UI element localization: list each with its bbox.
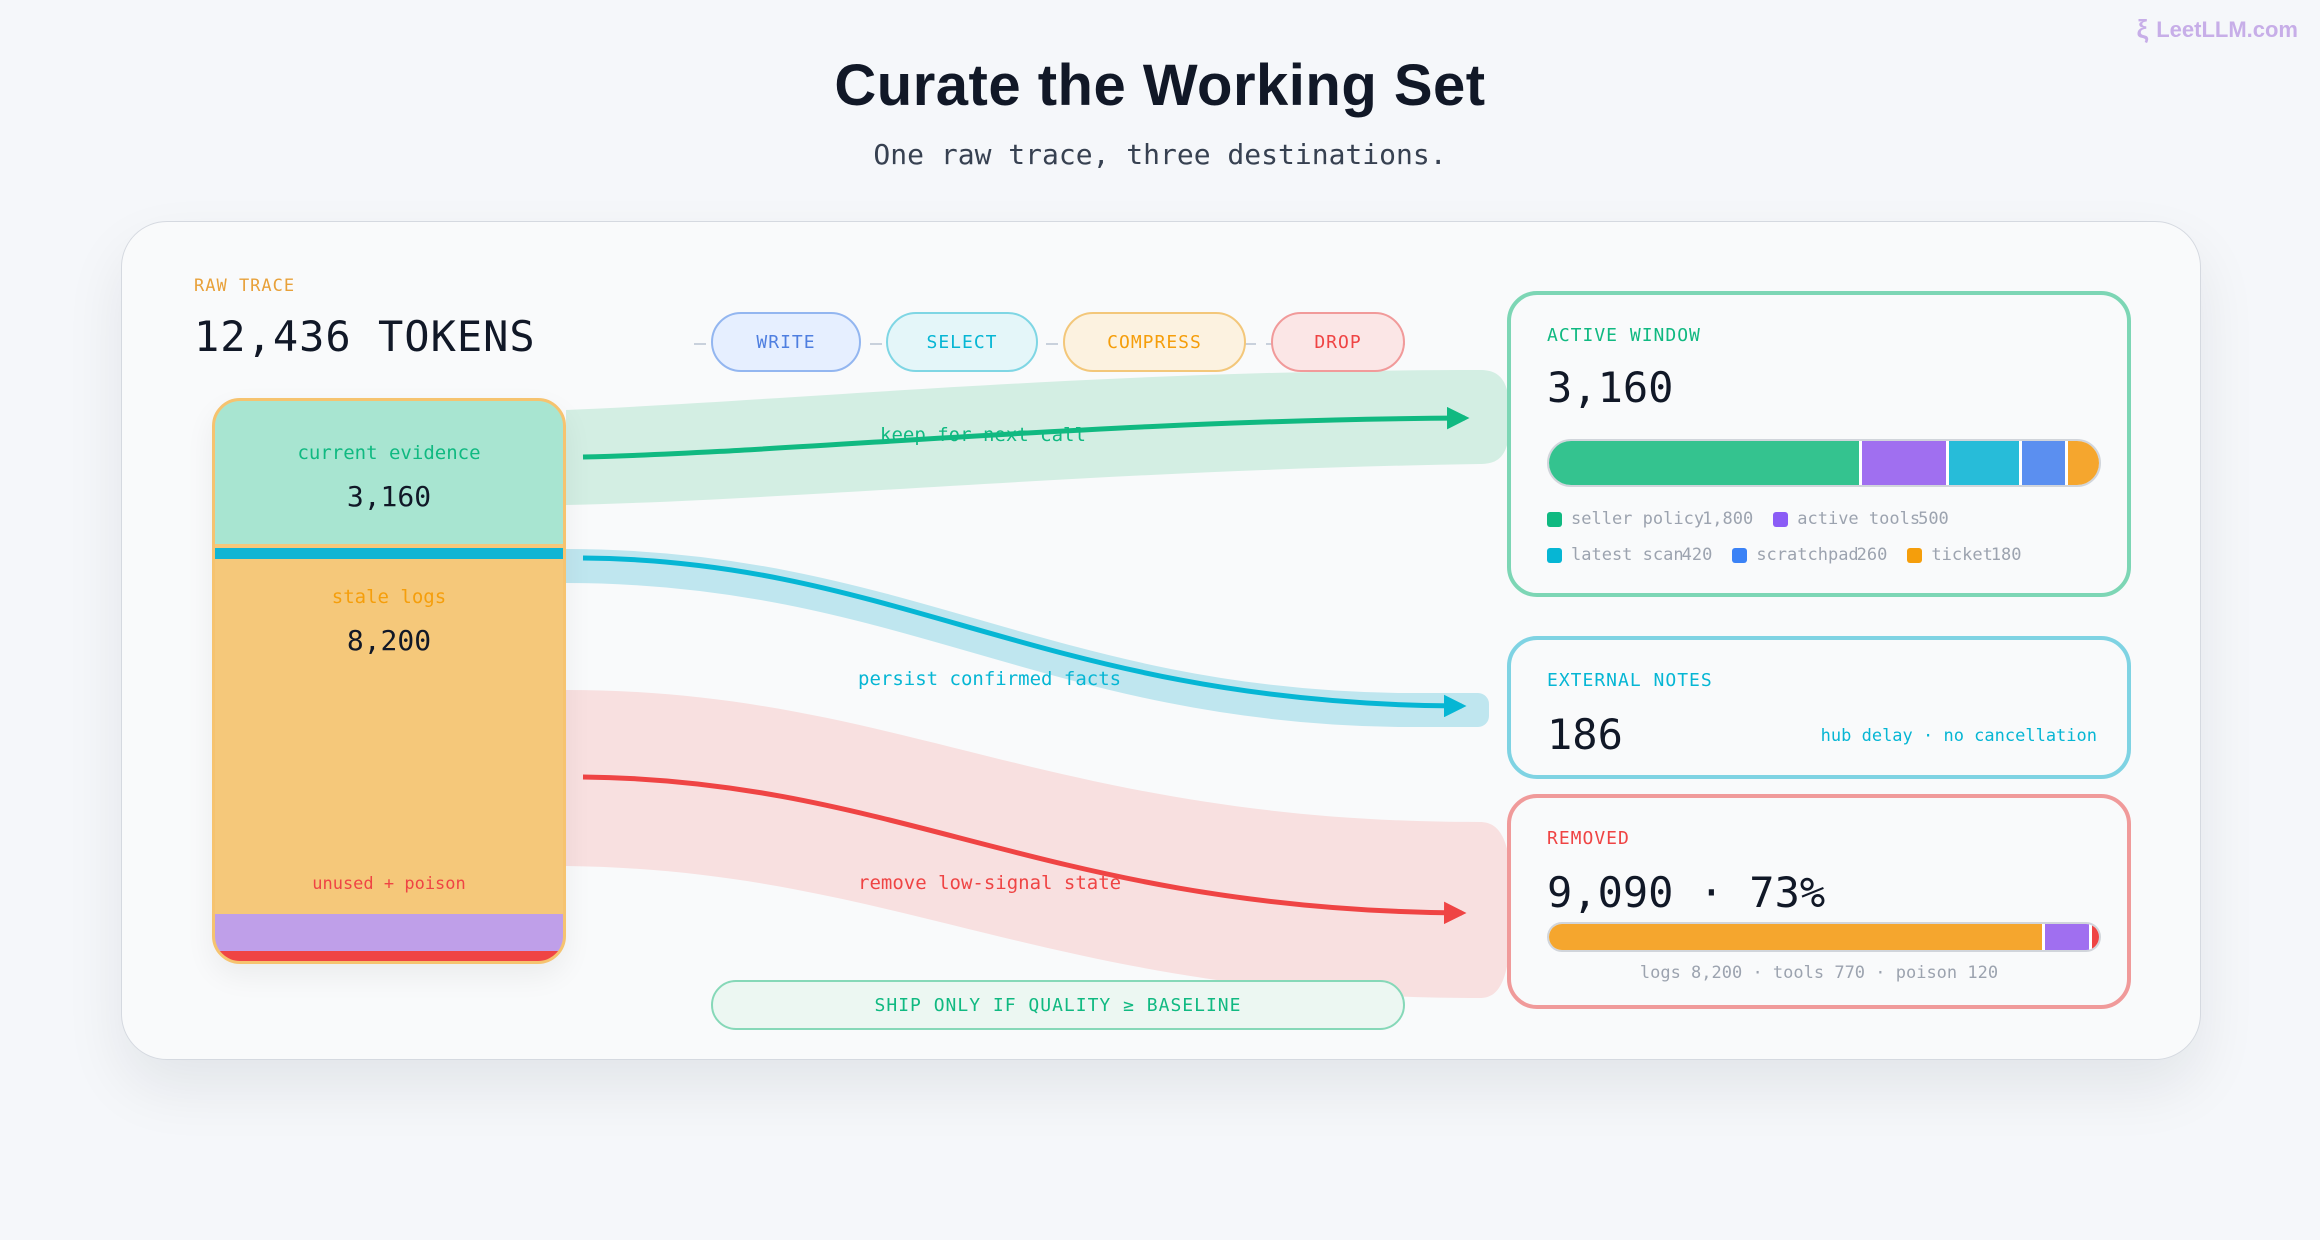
legend-value: 420 [1681, 545, 1713, 565]
remove-flow-band [566, 690, 1512, 998]
legend-value: 1,800 [1702, 509, 1754, 529]
external-notes-card: EXTERNAL NOTES 186 hub delay · no cancel… [1507, 636, 2131, 779]
legend-value: 500 [1918, 509, 1949, 529]
raw-trace-total: 12,436 TOKENS [194, 312, 536, 361]
raw-trace-stack: current evidence 3,160 stale logs 8,200 … [212, 398, 566, 964]
legend-label: latest scan [1571, 545, 1684, 565]
stack-segment-unused-tools [215, 914, 563, 951]
page-subtitle: One raw trace, three destinations. [873, 138, 1447, 171]
active-bar-segment-seller-policy [1549, 441, 1863, 485]
keep-flow-band [566, 370, 1510, 505]
legend-swatch [1547, 511, 1562, 527]
legend-label: seller policy [1571, 509, 1705, 529]
op-chip-select: SELECT [886, 312, 1038, 372]
brand-text: LeetLLM.com [2156, 16, 2298, 42]
segment-value-current-evidence: 3,160 [346, 480, 432, 513]
page-title: Curate the Working Set [834, 53, 1486, 118]
legend-swatch [1547, 547, 1562, 563]
legend-item-seller-policy: seller policy 1,800 [1547, 509, 1753, 529]
removed-bar-segment-poison [2091, 924, 2099, 950]
stack-segment-current-evidence [215, 401, 563, 544]
legend-swatch [1732, 547, 1748, 563]
active-bar-segment-active-tools [1862, 441, 1950, 485]
external-notes-value: 186 [1547, 710, 1623, 759]
active-bar-segment-scratchpad [2022, 441, 2068, 485]
segment-label-current-evidence: current evidence [297, 442, 481, 464]
removed-bar [1547, 922, 2101, 952]
legend-label: active tools [1797, 509, 1921, 529]
removed-bar-segment-tools [2045, 924, 2092, 950]
legend-value: 180 [1990, 545, 2022, 565]
active-window-legend-row-1: seller policy 1,800 active tools 500 [1547, 509, 1949, 529]
op-chip-drop: DROP [1271, 312, 1405, 372]
active-window-legend-row-2: latest scan 420 scratchpad 260 ticket 180 [1547, 545, 2022, 565]
external-notes-title: EXTERNAL NOTES [1547, 670, 1713, 691]
stack-segment-stale-logs [215, 562, 563, 914]
keep-flow-arrow [582, 406, 1470, 460]
op-chip-compress: COMPRESS [1063, 312, 1246, 372]
legend-value: 260 [1856, 545, 1888, 565]
quality-gate-banner: SHIP ONLY IF QUALITY ≥ BASELINE [711, 980, 1405, 1030]
active-window-bar [1547, 439, 2101, 487]
legend-label: scratchpad [1756, 545, 1859, 565]
stack-segment-divider [215, 548, 563, 559]
removed-bar-segment-logs [1549, 924, 2046, 950]
active-window-value: 3,160 [1547, 363, 1674, 412]
legend-label: ticket [1931, 545, 1993, 565]
op-chip-write: WRITE [711, 312, 861, 372]
persist-flow-arrow [582, 555, 1467, 718]
external-notes-note: hub delay · no cancellation [1820, 726, 2097, 746]
legend-item-latest-scan: latest scan 420 [1547, 545, 1712, 565]
persist-flow-band [555, 549, 1489, 727]
active-bar-segment-latest-scan [1949, 441, 2023, 485]
stack-segment-poison [215, 951, 563, 961]
segment-label-stale-logs: stale logs [331, 586, 447, 608]
legend-item-ticket: ticket 180 [1907, 545, 2022, 565]
flow-caption-keep: keep for next call [880, 424, 1086, 446]
brand-logo: ξ LeetLLM.com [2137, 14, 2298, 45]
segment-value-stale-logs: 8,200 [346, 624, 432, 657]
removed-value: 9,090 · 73% [1547, 868, 1826, 917]
legend-item-active-tools: active tools 500 [1773, 509, 1949, 529]
removed-card: REMOVED 9,090 · 73% logs 8,200 · tools 7… [1507, 794, 2131, 1009]
legend-swatch [1907, 547, 1923, 563]
raw-trace-label: RAW TRACE [194, 276, 296, 296]
segment-label-unused-poison: unused + poison [312, 874, 466, 894]
legend-swatch [1773, 511, 1789, 527]
brain-icon: ξ [2136, 14, 2149, 44]
active-window-card: ACTIVE WINDOW 3,160 seller policy 1,800 a… [1507, 291, 2131, 597]
removed-breakdown: logs 8,200 · tools 770 · poison 120 [1639, 963, 1999, 983]
flow-caption-remove: remove low-signal state [858, 872, 1122, 894]
active-window-title: ACTIVE WINDOW [1547, 325, 1701, 346]
active-bar-segment-ticket [2067, 441, 2099, 485]
remove-flow-arrow [582, 774, 1467, 925]
flow-caption-persist: persist confirmed facts [858, 668, 1122, 690]
removed-title: REMOVED [1547, 828, 1630, 849]
legend-item-scratchpad: scratchpad 260 [1732, 545, 1887, 565]
